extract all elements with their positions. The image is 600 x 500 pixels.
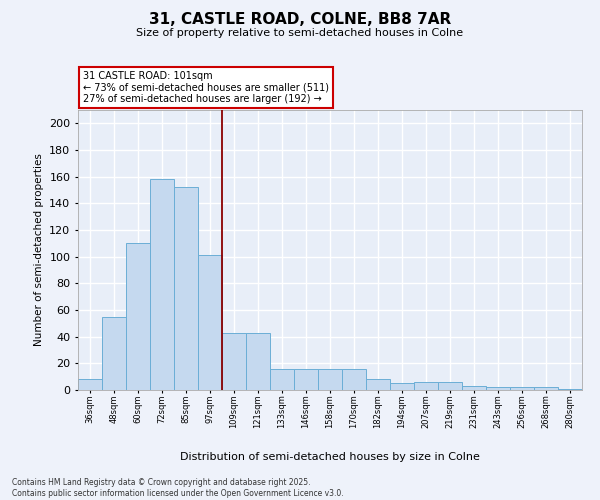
Bar [390,384,414,390]
Text: 31, CASTLE ROAD, COLNE, BB8 7AR: 31, CASTLE ROAD, COLNE, BB8 7AR [149,12,451,28]
Bar [366,380,390,390]
Text: Size of property relative to semi-detached houses in Colne: Size of property relative to semi-detach… [136,28,464,38]
Bar [198,256,222,390]
Y-axis label: Number of semi-detached properties: Number of semi-detached properties [34,154,44,346]
Text: 31 CASTLE ROAD: 101sqm
← 73% of semi-detached houses are smaller (511)
27% of se: 31 CASTLE ROAD: 101sqm ← 73% of semi-det… [83,71,329,104]
Bar [462,386,486,390]
Bar [126,244,150,390]
Text: Contains HM Land Registry data © Crown copyright and database right 2025.
Contai: Contains HM Land Registry data © Crown c… [12,478,344,498]
Bar [222,332,246,390]
Bar [150,180,174,390]
Bar [486,388,510,390]
Text: Distribution of semi-detached houses by size in Colne: Distribution of semi-detached houses by … [180,452,480,462]
Bar [558,388,582,390]
Bar [270,368,294,390]
Bar [318,368,342,390]
Bar [102,316,126,390]
Bar [174,188,198,390]
Bar [414,382,438,390]
Bar [534,388,558,390]
Bar [510,388,534,390]
Bar [246,332,270,390]
Bar [294,368,318,390]
Bar [78,380,102,390]
Bar [342,368,366,390]
Bar [438,382,462,390]
